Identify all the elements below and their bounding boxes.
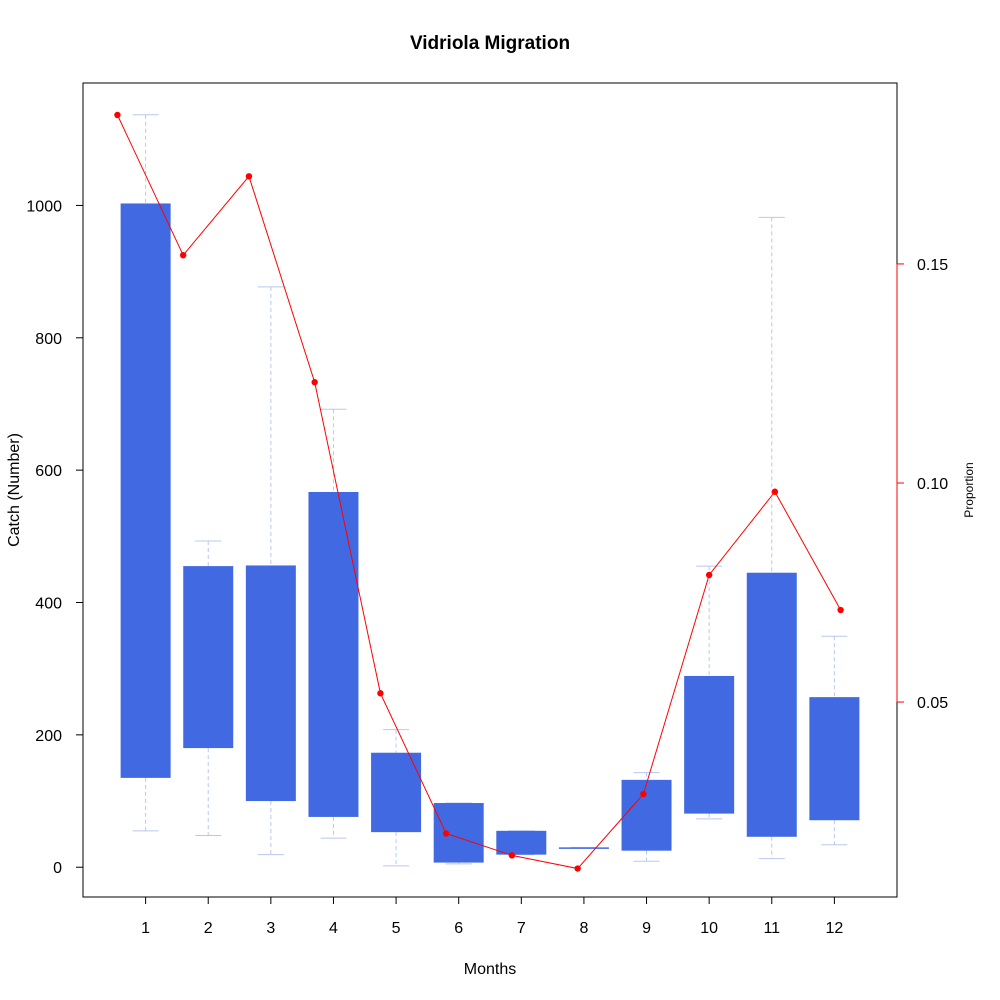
y-tick-label: 200: [35, 728, 62, 745]
x-axis: 1 2 3 4 5 6 7 8 9 10 11 12: [141, 896, 843, 937]
proportion-line-layer: [116, 114, 842, 870]
y-axis-title: Catch (Number): [6, 433, 23, 547]
box-month-6: [433, 803, 484, 863]
x-tick-label: 4: [329, 920, 338, 937]
secondary-y-tick-label: 0.10: [917, 476, 948, 493]
secondary-y-axis: 0.05 0.10 0.15: [896, 257, 948, 712]
box-month-5: [371, 752, 422, 833]
y-tick-label: 800: [35, 331, 62, 348]
x-tick-label: 8: [579, 920, 588, 937]
x-tick-label: 6: [454, 920, 463, 937]
x-tick-label: 10: [700, 920, 718, 937]
proportion-point: [114, 111, 121, 119]
y-tick-label: 0: [53, 860, 62, 877]
y-tick-label: 400: [35, 596, 62, 613]
whiskers-layer: [132, 114, 848, 867]
proportion-point: [245, 173, 253, 180]
x-tick-label: 3: [266, 920, 275, 937]
box-month-1: [120, 203, 171, 778]
box-month-8: [558, 847, 609, 849]
boxes-layer: [120, 203, 860, 863]
proportion-line: [116, 114, 842, 870]
proportion-point: [508, 852, 516, 859]
proportion-points-layer: [114, 111, 844, 872]
secondary-y-axis-title: Proportion: [962, 462, 976, 517]
box-month-3: [245, 565, 296, 802]
x-tick-label: 11: [763, 920, 780, 937]
box-month-4: [308, 491, 359, 817]
secondary-y-tick-label: 0.15: [917, 257, 948, 274]
proportion-point: [574, 865, 581, 872]
x-tick-label: 9: [642, 920, 651, 937]
proportion-point: [377, 690, 384, 697]
x-tick-label: 2: [204, 920, 213, 937]
x-tick-label: 5: [392, 920, 401, 937]
proportion-point: [442, 830, 450, 837]
box-month-9: [621, 779, 672, 851]
chart-title: Vidriola Migration: [410, 33, 570, 54]
y-tick-label: 1000: [26, 198, 62, 215]
x-axis-title: Months: [464, 961, 516, 978]
proportion-point: [771, 488, 779, 495]
y-tick-label: 600: [35, 463, 62, 480]
secondary-y-tick-label: 0.05: [917, 695, 948, 712]
proportion-point: [640, 790, 647, 798]
box-month-11: [746, 572, 797, 837]
proportion-point: [705, 571, 713, 579]
proportion-point: [311, 379, 318, 386]
x-tick-label: 7: [517, 920, 526, 937]
x-tick-label: 1: [141, 920, 150, 937]
box-month-10: [684, 675, 735, 814]
x-tick-label: 12: [825, 920, 843, 937]
y-axis: 0 200 400 600 800 1000: [26, 198, 84, 877]
box-month-7: [496, 830, 547, 855]
proportion-point: [837, 606, 844, 614]
box-month-2: [183, 566, 234, 749]
box-month-12: [809, 697, 860, 821]
proportion-point: [179, 251, 187, 259]
